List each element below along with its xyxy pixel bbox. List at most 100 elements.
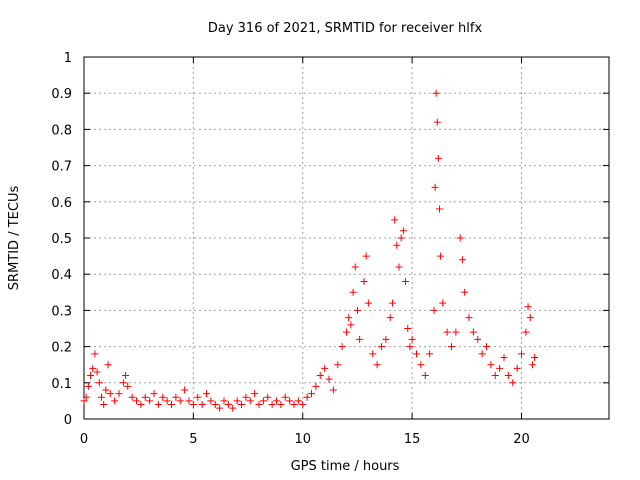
data-point	[483, 343, 490, 351]
data-point	[255, 401, 263, 409]
data-point	[353, 306, 361, 314]
data-point	[388, 299, 396, 307]
data-point	[434, 154, 442, 162]
data-point	[82, 393, 90, 401]
data-point	[159, 393, 167, 401]
data-point	[513, 364, 521, 372]
y-axis-label: SRMTID / TECUs	[7, 186, 22, 291]
data-point	[277, 401, 285, 409]
data-point	[203, 390, 210, 398]
data-point	[91, 350, 99, 358]
data-points	[80, 89, 539, 412]
data-point	[163, 397, 171, 405]
data-point	[487, 361, 495, 369]
data-point	[124, 382, 132, 390]
data-point	[80, 397, 88, 405]
data-point	[345, 314, 353, 322]
data-point	[141, 393, 149, 401]
data-point	[531, 353, 539, 361]
data-point	[500, 353, 508, 361]
data-point	[273, 397, 280, 405]
data-point	[391, 216, 399, 224]
data-point	[334, 361, 342, 369]
y-tick-label: 0.5	[51, 232, 72, 247]
data-point	[432, 89, 440, 97]
data-point	[437, 252, 445, 260]
x-tick-label: 10	[294, 432, 311, 447]
y-tick-label: 1	[64, 51, 72, 66]
data-point	[251, 390, 259, 398]
y-tick-label: 0	[64, 413, 72, 428]
y-tick-label: 0.7	[51, 160, 72, 175]
axis-ticks	[83, 56, 609, 420]
data-point	[393, 241, 401, 249]
chart-title: Day 316 of 2021, SRMTID for receiver hlf…	[208, 21, 483, 36]
data-point	[176, 397, 184, 405]
data-point	[102, 386, 110, 394]
data-point	[259, 397, 267, 405]
data-point	[198, 401, 206, 409]
data-point	[430, 306, 438, 314]
data-point	[211, 401, 219, 409]
data-point	[98, 393, 105, 401]
data-point	[408, 335, 416, 343]
data-point	[137, 401, 145, 409]
data-point	[343, 328, 350, 336]
data-point	[404, 325, 412, 332]
x-axis-label: GPS time / hours	[291, 459, 400, 474]
data-point	[281, 393, 289, 401]
y-tick-label: 0.1	[51, 377, 72, 392]
data-point	[356, 335, 364, 343]
data-point	[364, 299, 372, 307]
data-point	[100, 401, 108, 409]
data-point	[474, 335, 482, 343]
data-point	[154, 401, 162, 409]
data-point	[84, 382, 92, 390]
data-point	[111, 397, 119, 405]
data-point	[133, 397, 140, 405]
data-point	[119, 379, 127, 387]
data-point	[168, 401, 175, 409]
data-point	[233, 397, 241, 405]
data-point	[397, 234, 405, 242]
data-point	[104, 361, 112, 369]
data-point	[496, 364, 504, 372]
data-point	[448, 343, 455, 351]
data-point	[360, 277, 368, 285]
data-point	[220, 397, 228, 405]
grid-lines	[84, 57, 609, 419]
data-point	[426, 350, 434, 358]
data-point	[369, 350, 377, 358]
data-point	[347, 321, 355, 329]
data-point	[268, 401, 276, 409]
data-point	[181, 386, 189, 394]
data-point	[242, 393, 250, 401]
data-point	[469, 328, 477, 336]
data-point	[433, 118, 441, 126]
data-point	[362, 252, 370, 260]
data-point	[406, 343, 414, 351]
data-point	[229, 404, 237, 412]
y-tick-label: 0.9	[51, 87, 72, 102]
data-point	[386, 314, 394, 322]
data-point	[491, 372, 499, 380]
data-point	[518, 350, 525, 358]
data-point	[321, 364, 329, 372]
data-point	[115, 390, 123, 398]
data-point	[224, 401, 232, 409]
y-tick-label: 0.2	[51, 341, 72, 356]
data-point	[89, 364, 97, 372]
data-point	[402, 277, 410, 285]
x-tick-label: 5	[189, 432, 197, 447]
data-point	[382, 335, 390, 343]
y-tick-label: 0.8	[51, 123, 72, 138]
data-point	[349, 288, 357, 296]
data-point	[308, 390, 315, 398]
data-point	[395, 263, 403, 271]
x-tick-label: 15	[404, 432, 421, 447]
data-point	[303, 393, 311, 401]
data-point	[189, 401, 197, 409]
data-point	[207, 397, 215, 405]
data-point	[478, 350, 486, 358]
data-point	[509, 379, 517, 387]
